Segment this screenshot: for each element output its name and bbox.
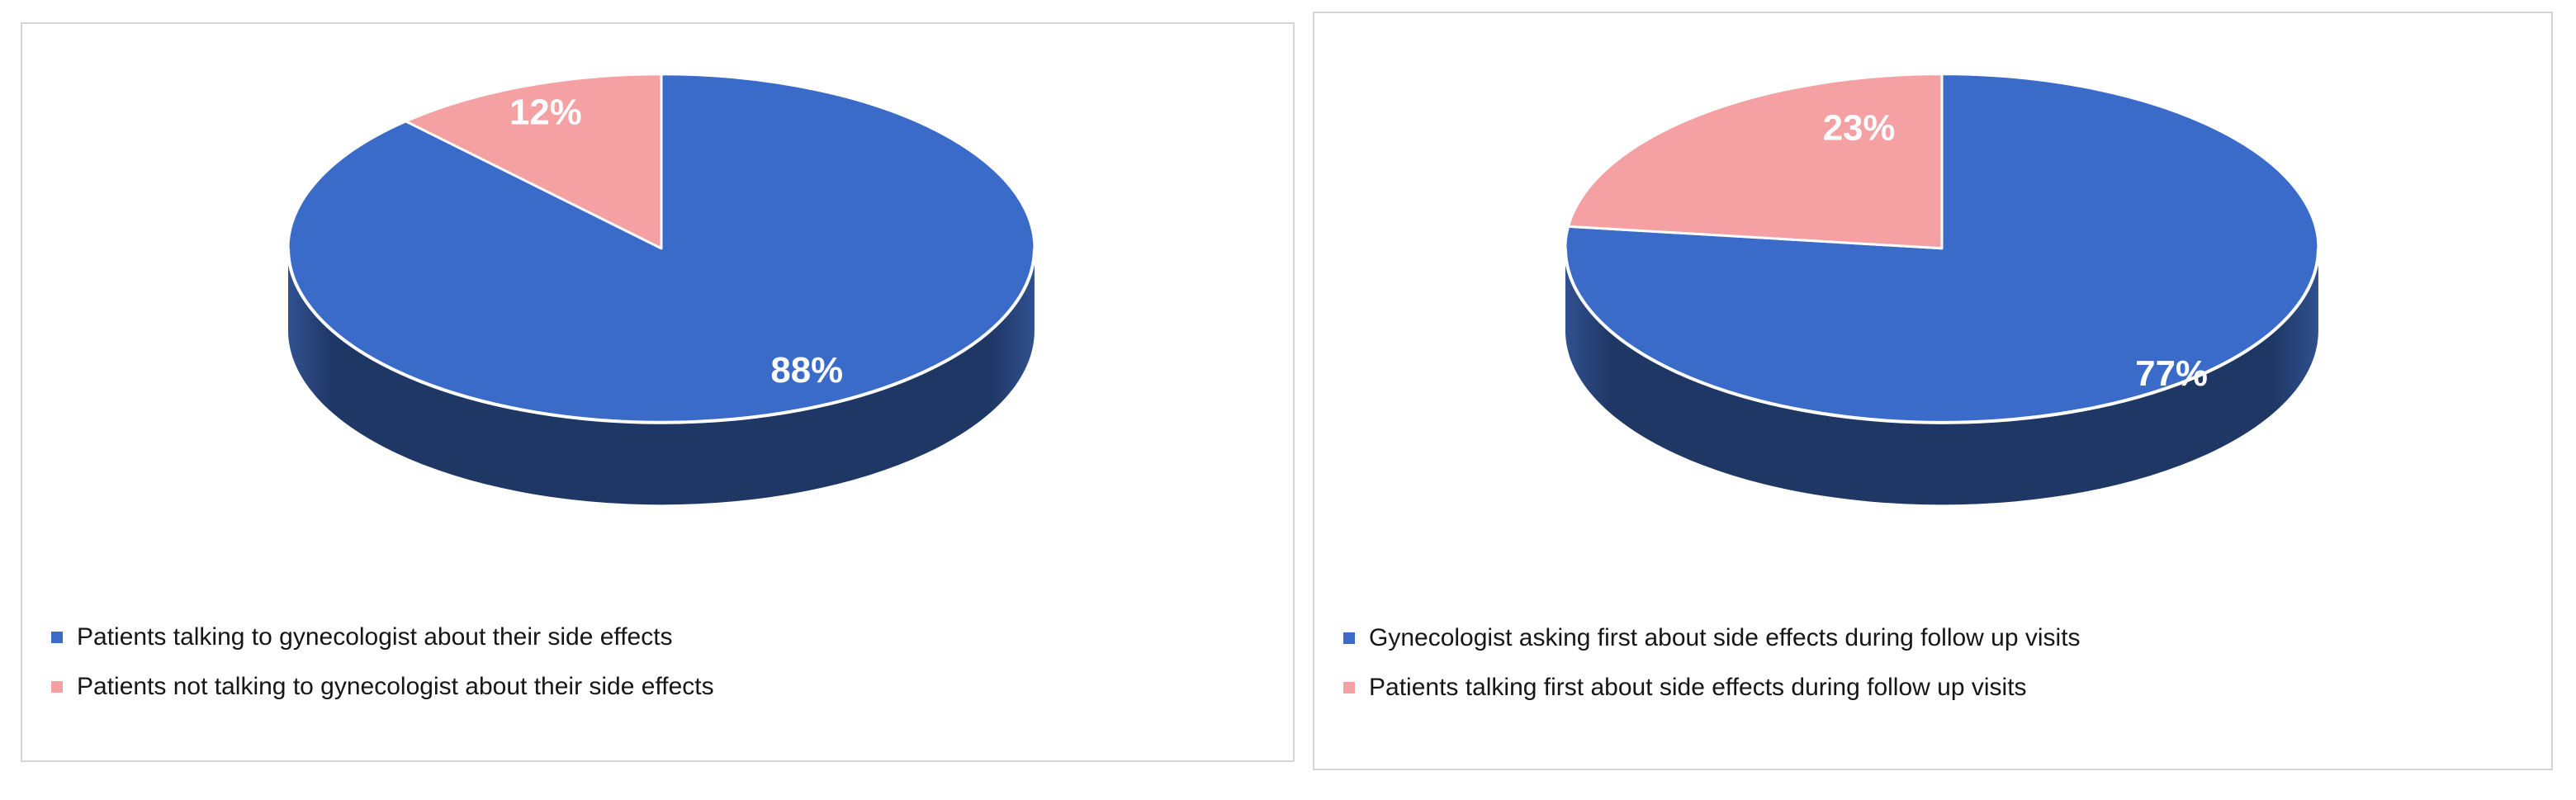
chart-panel-right: 77% 23% Gynecologist asking first about s… <box>1313 12 2553 770</box>
pie-chart-right: 77% 23% <box>1563 73 2320 505</box>
legend-item: Patients not talking to gynecologist abo… <box>51 673 714 701</box>
pie-slice-1 <box>405 73 663 250</box>
legend-right: Gynecologist asking first about side eff… <box>1343 624 2081 702</box>
legend-swatch-icon <box>51 632 63 643</box>
legend-label: Patients talking first about side effect… <box>1369 674 2027 701</box>
chart-panel-left: 88% 12% Patients talking to gynecologist … <box>21 22 1295 762</box>
pie-slice-label-1: 23% <box>1823 108 1896 149</box>
pie-rim-highlight <box>1563 248 2320 424</box>
legend-item: Gynecologist asking first about side eff… <box>1343 624 2081 652</box>
legend-item: Patients talking to gynecologist about t… <box>51 623 714 651</box>
legend-left: Patients talking to gynecologist about t… <box>51 623 714 701</box>
pie-chart-left: 88% 12% <box>286 73 1036 505</box>
legend-label: Patients not talking to gynecologist abo… <box>77 673 714 700</box>
pie-slice-label-0: 77% <box>2135 353 2208 394</box>
pie-slice-1 <box>1567 73 1944 250</box>
legend-swatch-icon <box>51 681 63 693</box>
legend-swatch-icon <box>1343 682 1355 693</box>
legend-swatch-icon <box>1343 632 1355 644</box>
pie-slice-label-0: 88% <box>770 350 843 391</box>
pie-side-3d <box>288 248 1035 505</box>
pie-rim-highlight <box>286 248 1036 424</box>
legend-label: Patients talking to gynecologist about t… <box>77 623 673 651</box>
pie-slice-label-1: 12% <box>509 92 582 133</box>
legend-item: Patients talking first about side effect… <box>1343 674 2081 702</box>
pie-side-3d <box>1565 248 2318 505</box>
legend-label: Gynecologist asking first about side eff… <box>1369 624 2081 651</box>
